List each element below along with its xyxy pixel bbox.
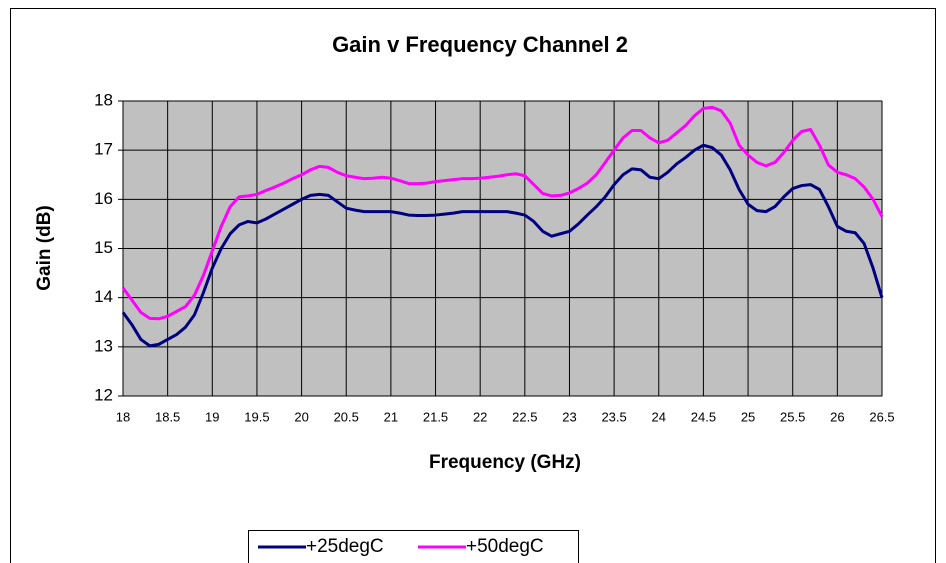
x-tick-label: 20: [294, 409, 308, 424]
x-tick-label: 24: [652, 409, 666, 424]
series-line: [121, 143, 884, 348]
x-tick-label: 22: [473, 409, 487, 424]
x-tick-label: 19: [205, 409, 219, 424]
x-tick-label: 23: [562, 409, 576, 424]
y-tick-label: 15: [94, 238, 113, 257]
x-tick-label: 18.5: [155, 409, 180, 424]
y-tick-label: 16: [94, 189, 113, 208]
legend-label: +25degC: [306, 536, 384, 557]
y-tick-label: 14: [94, 287, 113, 306]
x-tick-label: 25.5: [780, 409, 805, 424]
x-tick-label: 21.5: [423, 409, 448, 424]
x-tick-label: 25: [741, 409, 755, 424]
y-tick-label: 17: [94, 140, 113, 159]
chart-title: Gain v Frequency Channel 2: [332, 32, 628, 57]
x-axis-label: Frequency (GHz): [429, 452, 581, 473]
x-tick-label: 20.5: [334, 409, 359, 424]
y-tick-label: 13: [94, 336, 113, 355]
legend-label: +50degC: [466, 536, 544, 557]
x-tick-label: 18: [116, 409, 130, 424]
y-tick-label: 18: [94, 90, 113, 109]
x-tick-label: 22.5: [512, 409, 537, 424]
x-tick-label: 23.5: [601, 409, 626, 424]
x-tick-label: 21: [384, 409, 398, 424]
y-tick-label: 12: [94, 385, 113, 404]
x-tick-label: 26.5: [869, 409, 894, 424]
x-tick-label: 26: [830, 409, 844, 424]
x-tick-label: 19.5: [244, 409, 269, 424]
y-axis-label: Gain (dB): [34, 205, 55, 291]
series-line: [121, 105, 884, 321]
x-tick-label: 24.5: [691, 409, 716, 424]
